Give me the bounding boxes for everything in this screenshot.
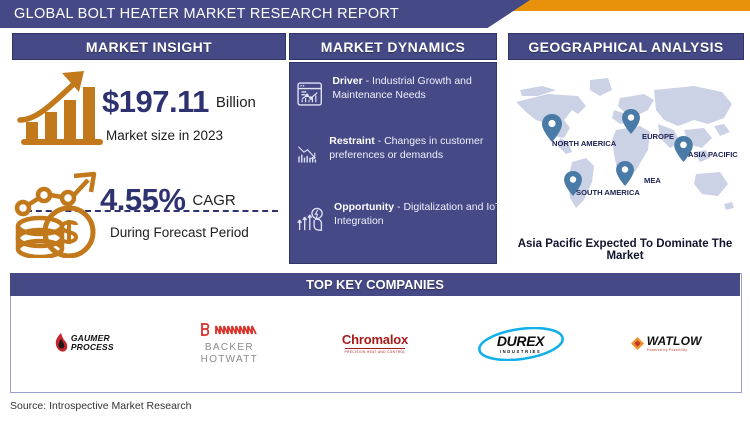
cagr-row: 4.55% CAGR — [100, 182, 236, 218]
market-size-unit: Billion — [215, 93, 256, 111]
world-map: NORTH AMERICA EUROPE ASIA PACIFIC MEA SO… — [508, 66, 742, 234]
map-pin-asia-pacific[interactable] — [674, 136, 693, 162]
top-banner: GLOBAL BOLT HEATER MARKET RESEARCH REPOR… — [0, 0, 750, 28]
source-text: Source: Introspective Market Research — [10, 400, 192, 412]
dynamics-item-opportunity: Opportunity - Digitalization and IoT Int… — [290, 201, 510, 239]
company-logo-durex-industries[interactable]: DUREX INDUSTRIES — [448, 297, 594, 389]
map-pin-north-america[interactable] — [542, 114, 562, 142]
map-pin-mea[interactable] — [616, 161, 634, 186]
cagr-caption: During Forecast Period — [110, 225, 249, 240]
gaumer-line1: GAUMER — [70, 333, 110, 343]
map-pin-south-america[interactable] — [564, 171, 582, 196]
map-label-south-america: SOUTH AMERICA — [576, 188, 640, 197]
geographical-note: Asia Pacific Expected To Dominate The Ma… — [517, 238, 733, 262]
key-companies-header: TOP KEY COMPANIES — [10, 273, 740, 296]
market-size-caption: Market size in 2023 — [106, 128, 224, 143]
map-label-asia-pacific: ASIA PACIFIC — [688, 150, 738, 159]
coins-growth-icon — [14, 171, 97, 258]
gaumer-line2: PROCESS — [70, 342, 114, 352]
dynamics-label-opportunity: Opportunity — [334, 201, 395, 213]
market-dynamics-header: MARKET DYNAMICS — [289, 33, 497, 60]
backer-line1: BACKER — [204, 341, 254, 353]
gaumer-flame-icon — [55, 333, 68, 352]
watlow-line1: WATLOW — [646, 334, 702, 348]
dynamics-text-driver: Driver - Industrial Growth and Maintenan… — [332, 75, 502, 102]
dynamics-desc-restraint: - Changes in customer preferences or dem… — [329, 135, 484, 161]
map-label-north-america: NORTH AMERICA — [552, 139, 617, 148]
company-logo-gaumer-process[interactable]: GAUMER PROCESS — [11, 297, 157, 389]
dynamics-desc-opportunity: - Digitalization and IoT Integration — [334, 201, 502, 227]
map-label-europe: EUROPE — [642, 132, 675, 141]
dynamics-desc-driver: - Industrial Growth and Maintenance Need… — [332, 75, 472, 101]
backer-line2: HOTWATT — [200, 353, 259, 365]
company-logo-list: GAUMER PROCESS BACKER HOTWATT Chromalox … — [11, 297, 739, 389]
map-pin-europe[interactable] — [622, 109, 640, 134]
market-size-value: $197.11 — [102, 84, 209, 119]
chromalox-tagline: PRECISION HEAT AND CONTROL — [344, 348, 406, 354]
divider-dashed — [26, 210, 278, 212]
cagr-value: 4.55% — [100, 182, 186, 217]
geographical-analysis-header: GEOGRAPHICAL ANALYSIS — [508, 33, 744, 60]
watlow-diamond-icon — [630, 336, 644, 350]
dynamics-label-restraint: Restraint — [329, 135, 375, 147]
dynamics-text-opportunity: Opportunity - Digitalization and IoT Int… — [334, 201, 502, 228]
company-logo-backer-hotwatt[interactable]: BACKER HOTWATT — [157, 297, 303, 389]
watlow-tagline: Powered by Possibility — [646, 348, 688, 352]
growth-bar-chart-icon — [17, 71, 103, 145]
chromalox-line1: Chromalox — [341, 332, 409, 347]
dynamics-label-driver: Driver — [332, 75, 363, 87]
map-label-mea: MEA — [644, 176, 661, 185]
geographical-panel: NORTH AMERICA EUROPE ASIA PACIFIC MEA SO… — [508, 62, 742, 262]
durex-line1: DUREX — [496, 332, 545, 349]
durex-swoosh-icon — [477, 327, 564, 361]
dynamics-text-restraint: Restraint - Changes in customer preferen… — [329, 135, 502, 162]
market-insight-header: MARKET INSIGHT — [12, 33, 286, 60]
backer-coil-icon — [201, 322, 258, 336]
page-title: GLOBAL BOLT HEATER MARKET RESEARCH REPOR… — [14, 6, 400, 22]
hand-lightning-icon — [297, 207, 323, 231]
market-dynamics-panel: Driver - Industrial Growth and Maintenan… — [289, 62, 501, 264]
market-insight-panel: $197.11 Billion Market size in 2023 — [12, 62, 284, 262]
durex-line2: INDUSTRIES — [499, 348, 542, 354]
cagr-unit: CAGR — [192, 191, 236, 209]
dynamics-item-driver: Driver - Industrial Growth and Maintenan… — [290, 75, 510, 113]
dashboard-chart-icon — [297, 82, 322, 106]
dynamics-item-restraint: Restraint - Changes in customer preferen… — [290, 135, 510, 173]
declining-bar-chart-icon — [298, 146, 317, 163]
market-size-row: $197.11 Billion — [102, 84, 256, 120]
banner-purple-shape — [0, 0, 530, 28]
banner-orange-accent — [470, 0, 750, 11]
company-logo-chromalox[interactable]: Chromalox PRECISION HEAT AND CONTROL — [302, 297, 448, 389]
company-logo-watlow[interactable]: WATLOW Powered by Possibility — [593, 297, 739, 389]
